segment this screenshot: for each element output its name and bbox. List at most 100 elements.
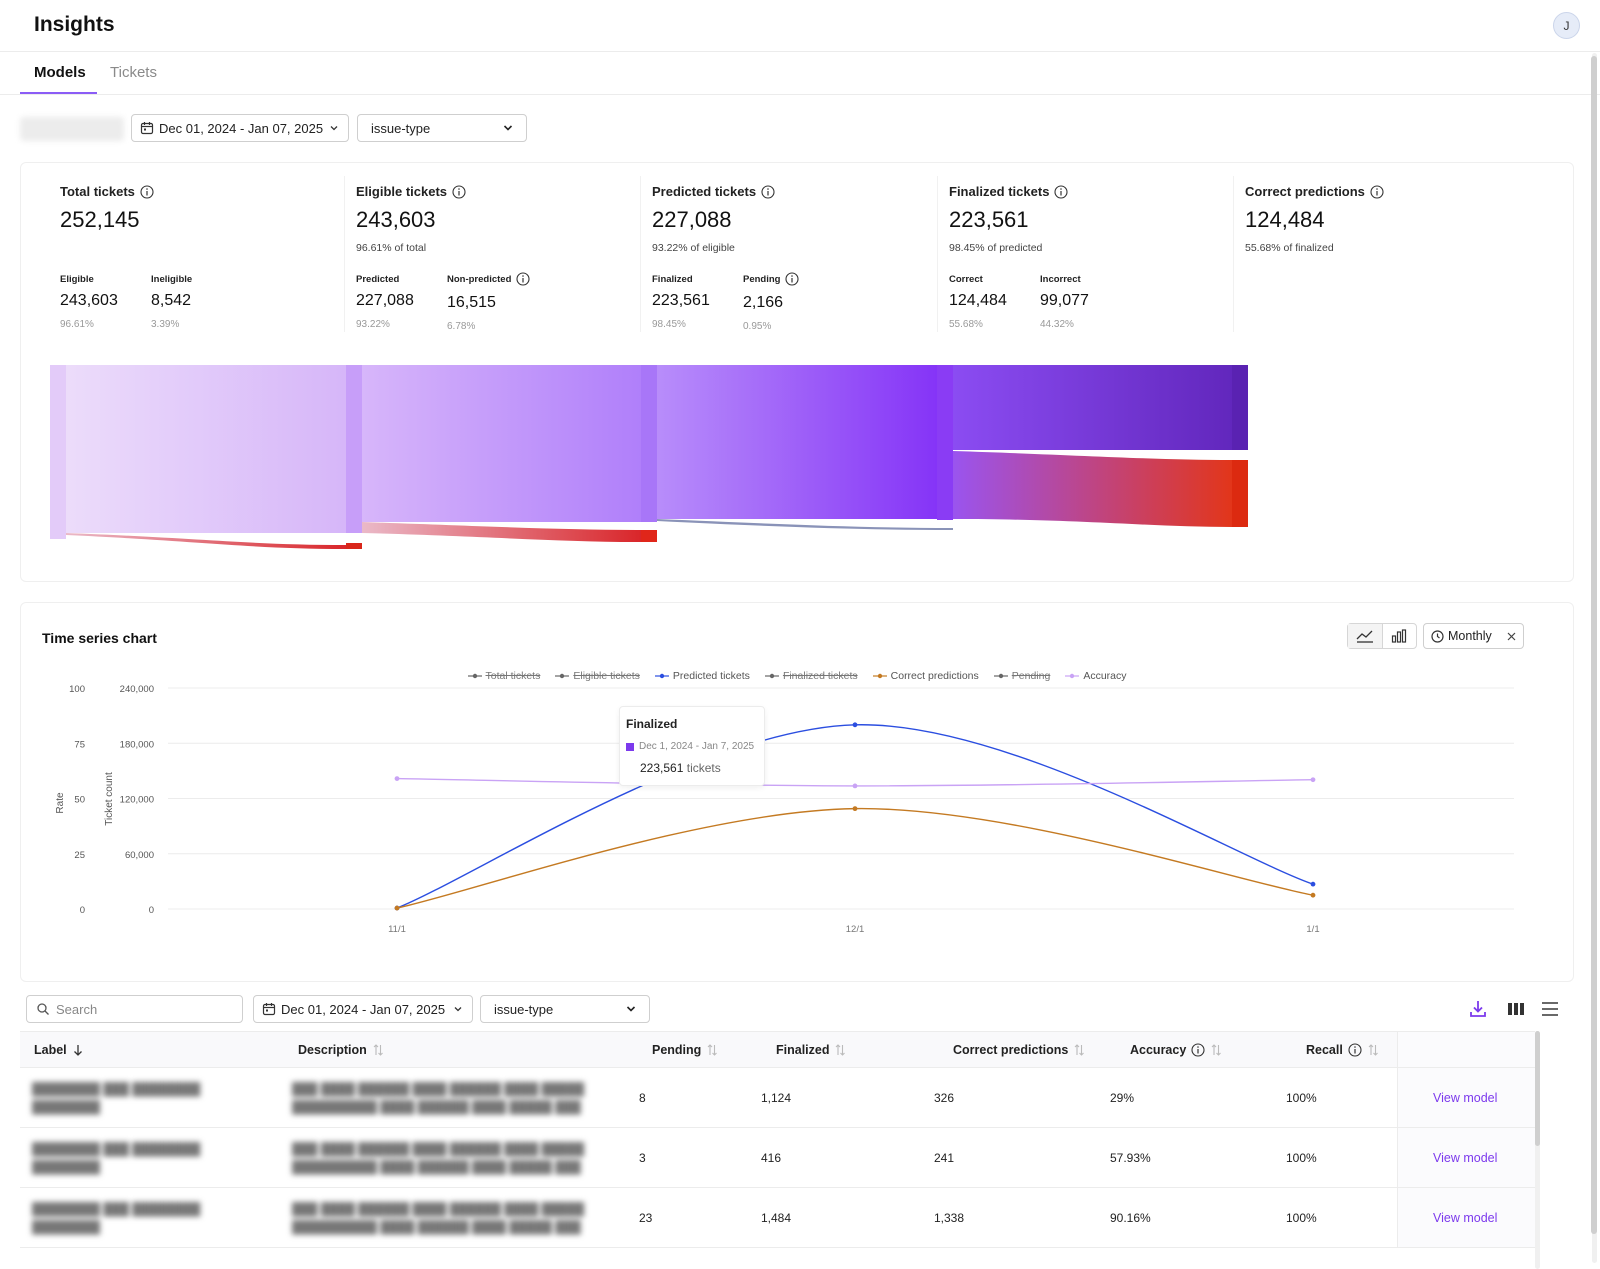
col-label[interactable]: Label (34, 1043, 83, 1057)
view-model-link[interactable]: View model (1433, 1151, 1498, 1165)
data-point-correct-predictions (1310, 892, 1316, 898)
kpi-value: 252,145 (60, 207, 140, 232)
cell-accuracy: 90.16% (1110, 1211, 1151, 1225)
legend-item[interactable]: Accuracy (1065, 670, 1127, 682)
col-accuracy-text: Accuracy (1130, 1043, 1187, 1057)
sort-icon (836, 1044, 846, 1056)
cell-correct: 1,338 (934, 1211, 965, 1225)
info-icon[interactable] (140, 184, 154, 199)
legend-label: Finalized tickets (782, 670, 858, 682)
col-description[interactable]: Description (298, 1043, 384, 1057)
node-correct (1232, 365, 1248, 450)
info-icon[interactable] (1191, 1043, 1205, 1057)
chart-title: Time series chart (42, 630, 157, 646)
kpi-1: Eligible tickets 243,603 96.61% of total Pr… (356, 184, 636, 332)
tab-tickets[interactable]: Tickets (110, 64, 157, 81)
info-icon[interactable] (1348, 1043, 1362, 1057)
tab-models[interactable]: Models (34, 64, 86, 81)
legend-item[interactable]: Finalized tickets (764, 670, 858, 682)
tooltip-value-row: 223,561 tickets (640, 761, 758, 775)
node-total (50, 365, 66, 539)
flow-finalized-to-incorrect (953, 451, 1232, 527)
flow-finalized-to-correct (953, 365, 1232, 450)
view-model-link[interactable]: View model (1433, 1211, 1498, 1225)
col-finalized[interactable]: Finalized (776, 1043, 846, 1057)
bar-chart-icon (1392, 629, 1407, 643)
legend-item[interactable]: Correct predictions (872, 670, 979, 682)
line-chart-button[interactable] (1348, 624, 1383, 648)
sort-icon (707, 1044, 718, 1056)
col-accuracy[interactable]: Accuracy (1130, 1043, 1222, 1057)
y-rate-tick-label: 0 (80, 905, 85, 916)
cell-recall: 100% (1286, 1151, 1317, 1165)
col-correct-predictions[interactable]: Correct predictions (953, 1043, 1085, 1057)
kpi-breakdown-label: Predicted (356, 273, 400, 285)
table-row[interactable]: ████████ ███ ████████ ████████ ███ ████ ██… (20, 1188, 1535, 1248)
table-scrollbar-thumb[interactable] (1535, 1031, 1540, 1146)
info-icon[interactable] (516, 272, 530, 286)
x-tick-label: 1/1 (1306, 924, 1319, 935)
interval-select[interactable]: Monthly (1423, 623, 1524, 649)
flow-eligible-to-nonpredicted (362, 522, 641, 542)
columns-icon[interactable] (1505, 998, 1527, 1020)
kpi-subtitle: 98.45% of predicted (949, 242, 1043, 254)
series-line-correct-predictions (396, 807, 1314, 909)
chart-legend: Total tickets Eligible tickets Predicted t… (21, 670, 1573, 682)
kpi-breakdown-value: 99,077 (1040, 292, 1089, 309)
col-description-text: Description (298, 1043, 367, 1057)
action-cell (1397, 1128, 1535, 1187)
issue-type-select[interactable]: issue-type (357, 114, 527, 142)
kpi-breakdown-label: Correct (949, 273, 983, 285)
data-point-accuracy (394, 776, 400, 782)
col-recall[interactable]: Recall (1306, 1043, 1379, 1057)
legend-item[interactable]: Pending (993, 670, 1050, 682)
action-cell (1397, 1068, 1535, 1127)
density-icon[interactable] (1539, 998, 1561, 1020)
table-row[interactable]: ████████ ███ ████████ ████████ ███ ████ ██… (20, 1128, 1535, 1188)
legend-item[interactable]: Eligible tickets (555, 670, 640, 682)
kpi-subtitle: 96.61% of total (356, 242, 427, 254)
x-tick-label: 12/1 (846, 924, 865, 935)
download-icon[interactable] (1467, 998, 1489, 1020)
legend-item[interactable]: Predicted tickets (654, 670, 750, 682)
kpi-value: 227,088 (652, 207, 732, 232)
clock-icon (1431, 629, 1444, 643)
kpi-breakdown-label: Ineligible (151, 273, 193, 285)
search-input[interactable]: Search (26, 995, 243, 1023)
x-tick-label: 11/1 (388, 924, 406, 935)
flow-total-to-ineligible (66, 533, 346, 549)
col-pending[interactable]: Pending (652, 1043, 718, 1057)
info-icon[interactable] (452, 184, 466, 199)
info-icon[interactable] (1054, 184, 1068, 199)
kpi-breakdown-label: Incorrect (1040, 273, 1081, 285)
table-row[interactable]: ████████ ███ ████████ ████████ ███ ████ ██… (20, 1068, 1535, 1128)
kpi-breakdown: Eligible 243,603 96.61% Ineligible 8,542 3.39… (60, 273, 340, 331)
line-chart-icon (1356, 630, 1373, 643)
table-date-range-picker[interactable]: Dec 01, 2024 - Jan 07, 2025 (253, 995, 473, 1023)
legend-marker-icon (872, 673, 887, 679)
legend-label: Accuracy (1083, 670, 1127, 682)
kpi-breakdown: Predicted 227,088 93.22% Non-predicted 16,51… (356, 272, 636, 332)
interval-value: Monthly (1448, 629, 1492, 643)
kpi-breakdown-value: 227,088 (356, 292, 414, 309)
data-point-accuracy (852, 783, 858, 789)
table-issue-type-select[interactable]: issue-type (480, 995, 650, 1023)
info-icon[interactable] (1370, 184, 1384, 199)
data-point-correct-predictions (852, 806, 858, 812)
node-eligible (346, 365, 362, 533)
info-icon[interactable] (785, 272, 800, 286)
y-count-tick-label: 180,000 (120, 739, 154, 750)
info-icon[interactable] (761, 184, 775, 199)
close-icon[interactable] (1507, 632, 1516, 641)
page-scrollbar-thumb[interactable] (1591, 56, 1597, 1234)
table-scrollbar-track[interactable] (1535, 1031, 1540, 1269)
view-model-link[interactable]: View model (1433, 1091, 1498, 1105)
kpi-breakdown-label: Finalized (652, 273, 693, 285)
cell-correct: 326 (934, 1091, 955, 1105)
legend-item[interactable]: Total tickets (467, 670, 541, 682)
cell-finalized: 416 (761, 1151, 782, 1165)
date-range-picker[interactable]: Dec 01, 2024 - Jan 07, 2025 (131, 114, 349, 142)
legend-label: Total tickets (485, 670, 541, 682)
bar-chart-button[interactable] (1383, 624, 1417, 648)
avatar[interactable]: J (1553, 12, 1580, 39)
